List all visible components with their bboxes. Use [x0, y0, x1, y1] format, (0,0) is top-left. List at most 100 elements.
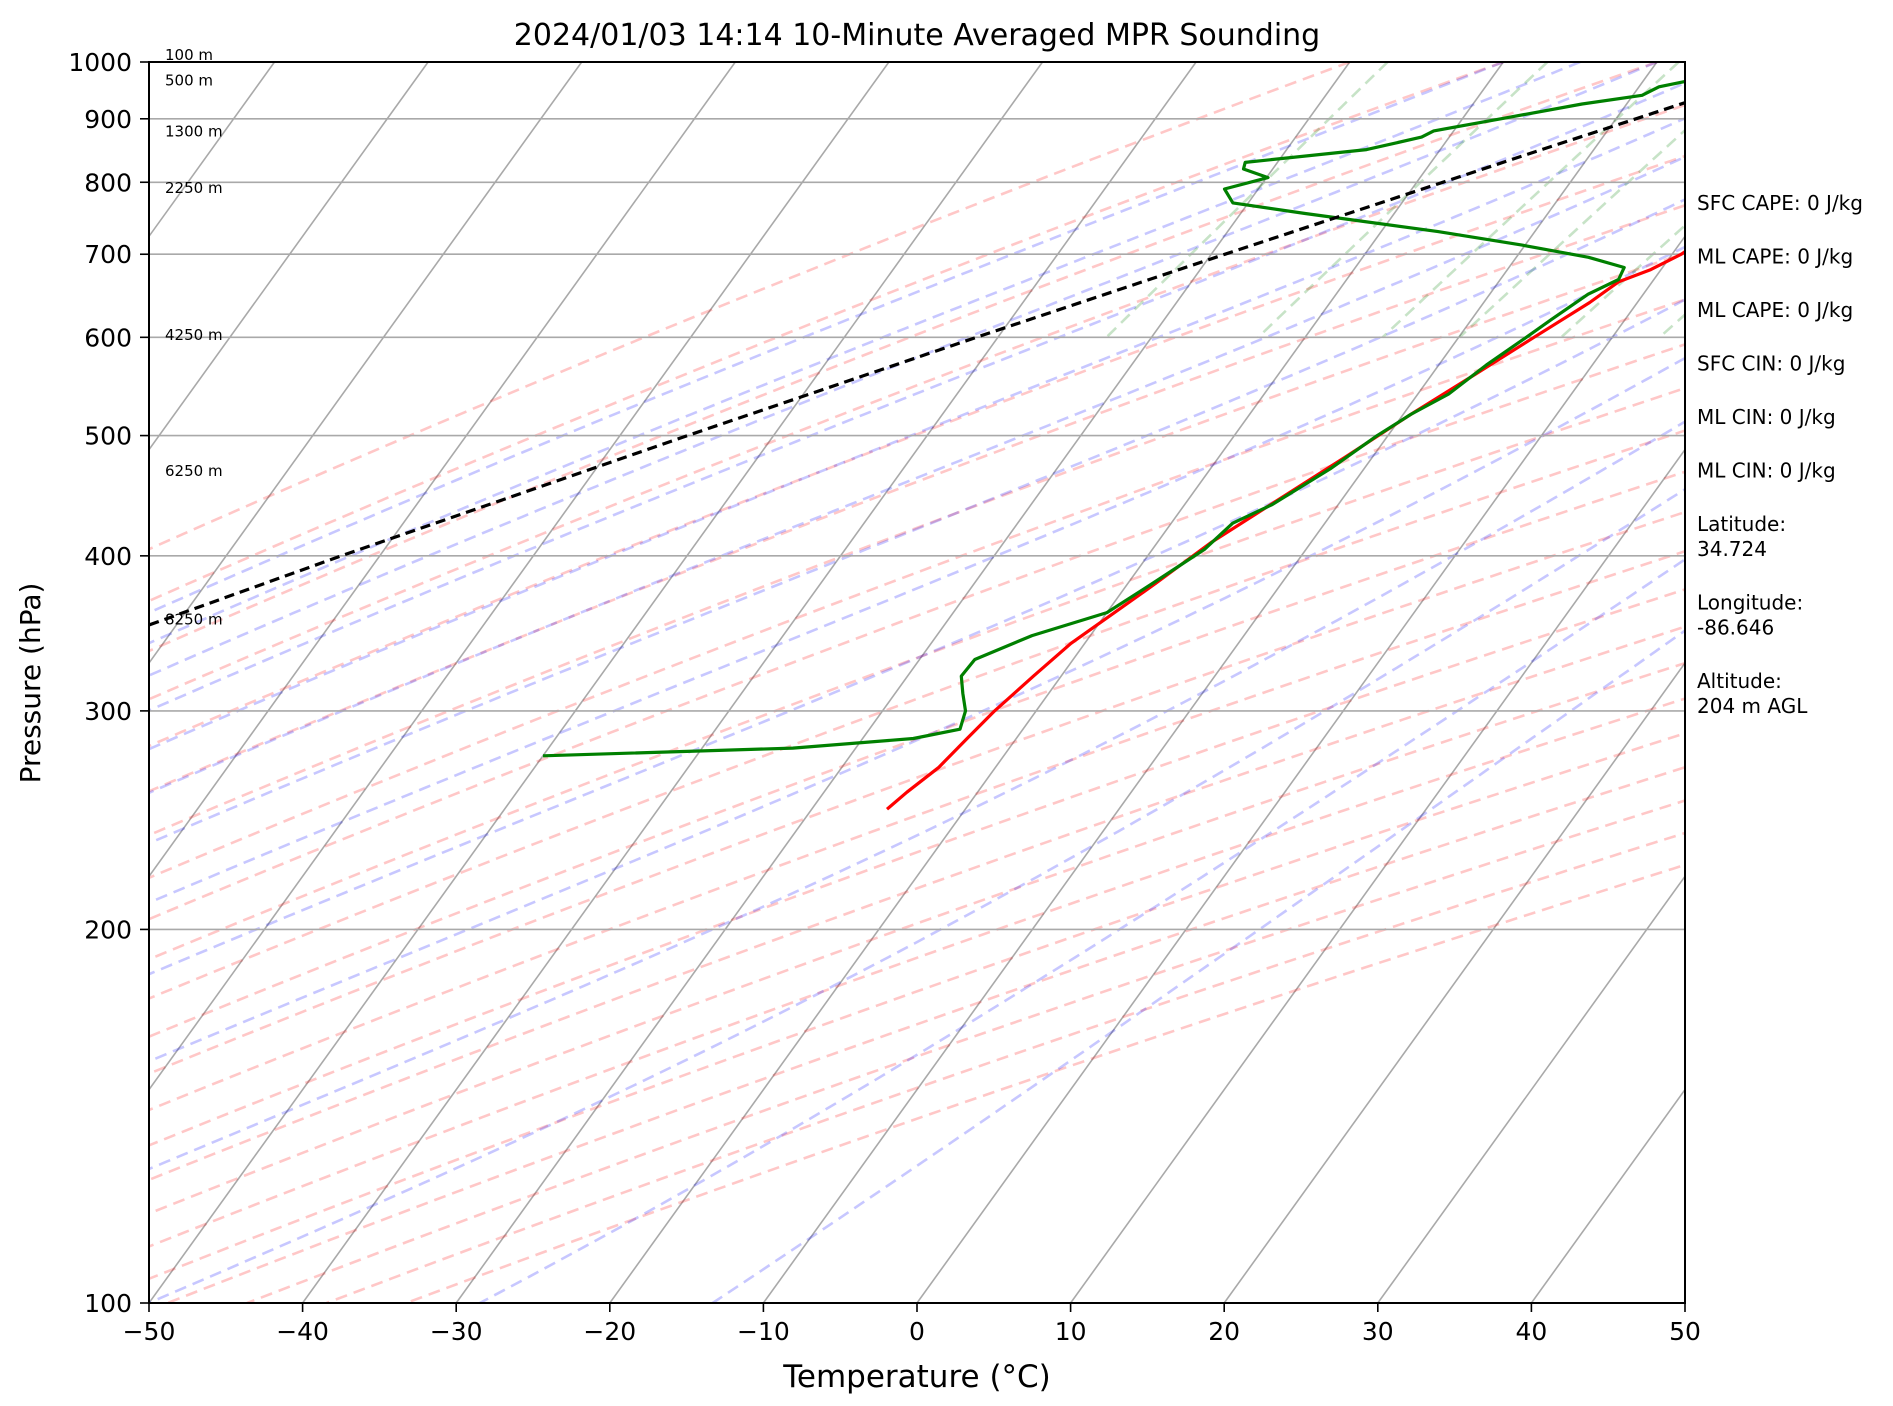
moist-adiabat	[149, 245, 1685, 905]
info-annotation-line: ML CAPE: 0 J/kg	[1697, 298, 1853, 322]
moist-adiabat	[149, 487, 1685, 1303]
x-axis-ticks: −50 −40 −30 −20 −10 0 10 20 30 40 50	[123, 1303, 1701, 1346]
info-annotation-line: Longitude:	[1697, 591, 1803, 615]
isotherm-line	[149, 62, 890, 1092]
parcel-path-line	[149, 100, 1685, 627]
info-annotation: ML CIN: 0 J/kg	[1697, 459, 1836, 483]
y-tick-label: 300	[84, 697, 132, 726]
moist-adiabat	[149, 62, 1658, 677]
y-tick-label: 900	[84, 105, 132, 134]
info-annotation: SFC CIN: 0 J/kg	[1697, 352, 1845, 376]
info-annotation: Altitude: 204 m AGL	[1697, 669, 1808, 718]
dry-adiabat	[149, 625, 1685, 1182]
dewpoint-profile-line	[542, 79, 1685, 758]
dry-adiabat	[326, 831, 1685, 1303]
background-lines	[149, 62, 1685, 1303]
dry-adiabat	[149, 549, 1685, 1112]
x-tick-label: 0	[909, 1317, 925, 1346]
x-tick-label: −50	[123, 1317, 176, 1346]
moist-adiabat	[149, 155, 1685, 795]
moist-adiabat	[149, 356, 1685, 1063]
x-tick-label: 20	[1208, 1317, 1240, 1346]
dry-adiabat	[149, 154, 1685, 748]
isotherm-line	[1530, 1088, 1685, 1303]
y-tick-label: 700	[84, 240, 132, 269]
y-tick-label: 100	[84, 1289, 132, 1318]
info-annotation-line: Altitude:	[1697, 669, 1782, 693]
info-annotation-line: ML CIN: 0 J/kg	[1697, 405, 1836, 429]
sounding-info-panel: SFC CAPE: 0 J/kg ML CAPE: 0 J/kg ML CAPE: …	[1697, 191, 1863, 718]
y-axis-label: Pressure (hPa)	[14, 583, 47, 784]
info-annotation: Latitude: 34.724	[1697, 512, 1786, 561]
dry-adiabat	[149, 386, 1685, 961]
dry-adiabat	[149, 103, 1685, 701]
x-tick-label: −10	[737, 1317, 790, 1346]
info-annotation-line: ML CAPE: 0 J/kg	[1697, 245, 1853, 269]
isotherm-line	[455, 62, 1351, 1303]
info-annotation-line: ML CIN: 0 J/kg	[1697, 459, 1836, 483]
dry-adiabat	[149, 731, 1685, 1281]
dry-adiabat	[149, 661, 1685, 1215]
info-annotation-line: SFC CIN: 0 J/kg	[1697, 352, 1845, 376]
moist-adiabat	[149, 62, 1504, 615]
info-annotation: Longitude: -86.646	[1697, 591, 1803, 640]
y-tick-label: 600	[84, 323, 132, 352]
x-axis-label: Temperature (°C)	[782, 1359, 1051, 1395]
x-tick-label: 50	[1669, 1317, 1701, 1346]
dry-adiabat	[149, 62, 1351, 551]
info-annotation-line: 204 m AGL	[1697, 694, 1808, 718]
isotherm-line	[1377, 874, 1685, 1303]
x-tick-label: −30	[430, 1317, 483, 1346]
temperature-profile-line	[885, 249, 1685, 811]
info-annotation: ML CAPE: 0 J/kg	[1697, 298, 1853, 322]
info-annotation-line: 34.724	[1697, 537, 1767, 561]
isotherm-line	[762, 62, 1658, 1303]
isotherm-line	[1223, 661, 1685, 1303]
info-annotation-line: -86.646	[1697, 616, 1774, 640]
x-tick-label: 40	[1515, 1317, 1547, 1346]
isotherm-line	[916, 234, 1685, 1303]
moist-adiabat	[149, 81, 1685, 712]
x-tick-label: 30	[1362, 1317, 1394, 1346]
height-labels: 100 m 500 m 1300 m 2250 m 4250 m 6250 m 8250 m	[165, 46, 223, 628]
dry-adiabat	[149, 588, 1685, 1147]
x-tick-label: −40	[276, 1317, 329, 1346]
info-annotation: ML CIN: 0 J/kg	[1697, 405, 1836, 429]
dry-adiabat	[149, 697, 1685, 1248]
x-tick-label: −20	[583, 1317, 636, 1346]
dry-adiabat	[149, 343, 1685, 921]
isotherm-line	[609, 62, 1504, 1303]
height-label: 500 m	[165, 71, 213, 89]
isotherm-line	[301, 62, 1197, 1303]
isotherm-line	[149, 62, 429, 452]
info-annotation: ML CAPE: 0 J/kg	[1697, 245, 1853, 269]
info-annotation-line: SFC CAPE: 0 J/kg	[1697, 191, 1863, 215]
x-tick-label: 10	[1055, 1317, 1087, 1346]
height-label: 1300 m	[165, 122, 223, 140]
sounding-series	[149, 79, 1685, 811]
moist-adiabat	[149, 116, 1685, 751]
moist-adiabat	[149, 298, 1685, 976]
dry-adiabat	[149, 62, 1504, 603]
y-axis-ticks: 100 200 300 400 500 600 700 800 900 1000	[68, 48, 149, 1318]
height-label: 2250 m	[165, 179, 223, 197]
dry-adiabat	[246, 799, 1685, 1303]
moist-adiabat	[149, 198, 1685, 845]
isotherm-line	[149, 62, 736, 878]
height-label: 8250 m	[165, 610, 223, 628]
info-annotation: SFC CAPE: 0 J/kg	[1697, 191, 1863, 215]
y-tick-label: 200	[84, 915, 132, 944]
dry-adiabat	[149, 203, 1685, 793]
y-tick-label: 500	[84, 422, 132, 451]
height-label: 6250 m	[165, 462, 223, 480]
dry-adiabat	[149, 251, 1685, 837]
dry-adiabat	[149, 470, 1685, 1039]
height-label: 4250 m	[165, 326, 223, 344]
isotherm-line	[1069, 448, 1685, 1303]
chart-title: 2024/01/03 14:14 10-Minute Averaged MPR …	[514, 18, 1320, 53]
height-label: 100 m	[165, 46, 213, 64]
y-tick-label: 400	[84, 542, 132, 571]
isotherm-line	[149, 62, 1044, 1303]
